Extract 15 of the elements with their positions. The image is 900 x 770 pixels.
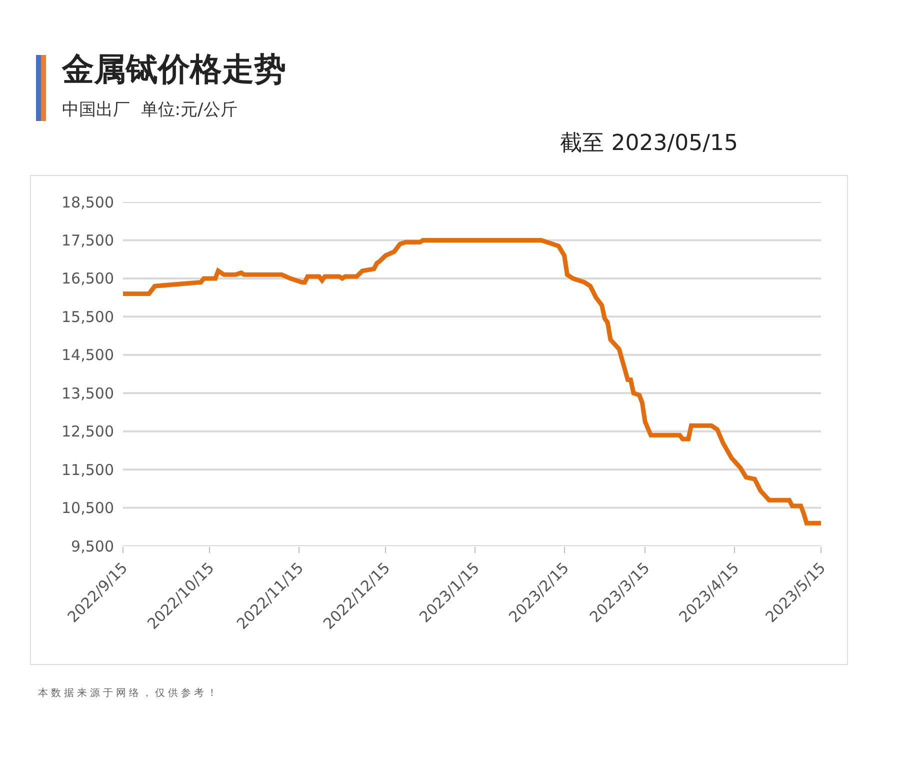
y-tick-label: 16,500 bbox=[62, 270, 114, 288]
y-tick-label: 18,500 bbox=[62, 193, 114, 212]
y-tick-label: 14,500 bbox=[62, 346, 114, 364]
y-tick-label: 12,500 bbox=[62, 422, 114, 441]
line-series bbox=[123, 238, 821, 526]
chart-title: 金属铽价格走势 bbox=[62, 49, 286, 90]
y-tick-label: 13,500 bbox=[62, 384, 114, 402]
y-tick-label: 15,500 bbox=[62, 308, 114, 326]
text: 本数据来源于网络，仅供参考！ bbox=[38, 686, 220, 700]
chart-subtitle: 中国出厂 单位:元/公斤 bbox=[62, 99, 238, 121]
text: 截至 2023/05/15 bbox=[560, 130, 738, 158]
y-tick-label: 10,500 bbox=[62, 499, 114, 518]
y-tick-label: 11,500 bbox=[62, 460, 114, 479]
y-tick-label: 17,500 bbox=[62, 231, 114, 250]
y-tick-label: 9,500 bbox=[71, 537, 114, 556]
